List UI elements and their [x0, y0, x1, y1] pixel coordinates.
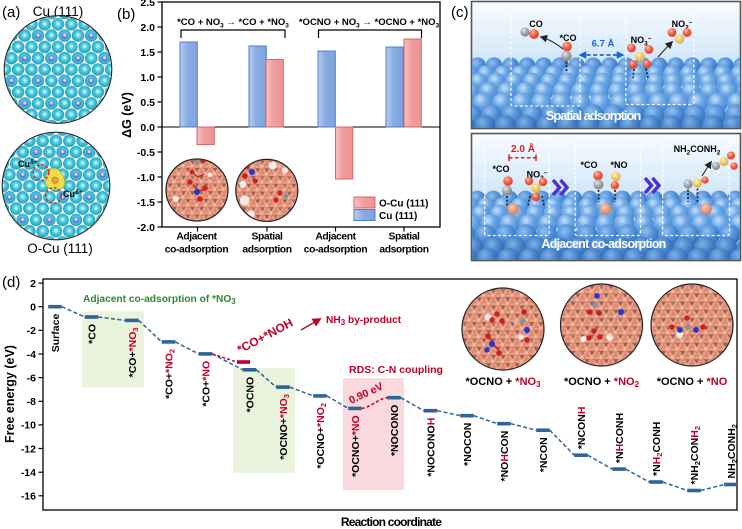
- svg-text:*NH2​CONH2​: *NH2​CONH2​: [689, 426, 702, 485]
- svg-text:*CO+*NOH: *CO+*NOH: [235, 316, 295, 357]
- svg-text:1.0: 1.0: [140, 72, 155, 84]
- svg-text:-6: -6: [27, 372, 36, 384]
- svg-text:*NOCON: *NOCON: [462, 423, 474, 466]
- svg-text:*CO+*NO3​: *CO+*NO3​: [127, 327, 140, 377]
- svg-text:1.5: 1.5: [140, 47, 155, 59]
- svg-text:*CO: *CO: [559, 33, 576, 43]
- svg-text:-12: -12: [21, 443, 36, 455]
- svg-text:O-Cu (111): O-Cu (111): [379, 199, 428, 210]
- svg-text:*NOCONO: *NOCONO: [389, 405, 401, 456]
- svg-text:-16: -16: [21, 491, 36, 503]
- svg-text:-8: -8: [27, 396, 36, 408]
- svg-text:Adjacent co-adsorption of *NO3: Adjacent co-adsorption of *NO3: [83, 294, 236, 306]
- svg-text:-14: -14: [21, 467, 36, 479]
- svg-text:Reaction coordinate: Reaction coordinate: [341, 515, 442, 529]
- svg-text:*OCNO+*NO: *OCNO+*NO: [350, 415, 362, 477]
- svg-text:*NCONH: *NCONH: [576, 407, 588, 450]
- svg-text:*OCNO+*NO3​: *OCNO+*NO3​: [278, 394, 291, 460]
- svg-text:RDS: C-N coupling: RDS: C-N coupling: [349, 364, 443, 376]
- svg-text:*NOCONOH: *NOCONOH: [426, 418, 438, 477]
- svg-text:adsorption: adsorption: [242, 245, 291, 256]
- svg-text:-10: -10: [21, 420, 36, 432]
- svg-text:2.0 Å: 2.0 Å: [511, 142, 535, 155]
- svg-text:(c): (c): [451, 4, 469, 21]
- svg-text:*CO + NO3​ → *CO + *NO3​: *CO + NO3​ → *CO + *NO3​: [177, 17, 289, 30]
- svg-text:*CO+*NO: *CO+*NO: [201, 361, 213, 407]
- svg-text:*OCNO + *NO: *OCNO + *NO: [657, 376, 728, 388]
- svg-text:*OCNO + *NO3: *OCNO + *NO3: [465, 376, 541, 389]
- svg-text:Free energy (eV): Free energy (eV): [3, 345, 17, 443]
- svg-text:*CO: *CO: [580, 160, 597, 170]
- svg-text:co-adsorption: co-adsorption: [304, 245, 368, 256]
- svg-text:2.0: 2.0: [140, 22, 155, 34]
- svg-text:*CO+*NO2​: *CO+*NO2​: [164, 349, 177, 399]
- svg-text:NH3 by-product: NH3 by-product: [326, 315, 402, 327]
- svg-text:*OCNO+*NO2​: *OCNO+*NO2​: [315, 403, 328, 469]
- svg-text:(a): (a): [2, 4, 20, 21]
- svg-text:NH2​CONH2​: NH2​CONH2​: [726, 424, 739, 478]
- svg-text:*CO: *CO: [87, 324, 99, 344]
- svg-text:Cu (111): Cu (111): [33, 4, 84, 19]
- svg-text:Adjacent: Adjacent: [315, 232, 356, 243]
- svg-text:Spatial: Spatial: [389, 232, 421, 243]
- svg-text:Spatial: Spatial: [252, 232, 284, 243]
- svg-text:Cuδ+: Cuδ+: [63, 189, 83, 199]
- svg-text:*OCNO: *OCNO: [245, 377, 257, 413]
- svg-text:2.5: 2.5: [140, 0, 155, 9]
- svg-text:0.0: 0.0: [140, 122, 155, 134]
- svg-text:(b): (b): [117, 6, 135, 23]
- svg-text:*NHCONH: *NHCONH: [614, 413, 626, 463]
- svg-text:ΔG (eV): ΔG (eV): [120, 92, 134, 138]
- svg-text:*NH2​CONH: *NH2​CONH: [651, 422, 664, 476]
- svg-text:-1.0: -1.0: [137, 172, 155, 184]
- svg-text:Cu (111): Cu (111): [379, 211, 417, 222]
- svg-text:-2.0: -2.0: [137, 222, 155, 234]
- svg-text:Surface: Surface: [50, 314, 62, 353]
- svg-text:NH2CONH2: NH2CONH2: [674, 144, 721, 157]
- svg-text:Adjacent: Adjacent: [176, 232, 217, 243]
- svg-text:*CO: *CO: [492, 164, 509, 174]
- svg-text:Spatial adsorption: Spatial adsorption: [546, 108, 642, 123]
- svg-text:co-adsorption: co-adsorption: [165, 245, 229, 256]
- svg-text:2: 2: [30, 278, 36, 290]
- svg-text:*NCON: *NCON: [538, 437, 550, 472]
- svg-text:6.7 Å: 6.7 Å: [592, 39, 615, 50]
- svg-text:0: 0: [30, 302, 36, 314]
- svg-text:-4: -4: [27, 349, 36, 361]
- svg-text:0.5: 0.5: [140, 97, 155, 109]
- svg-text:*NOHCON: *NOHCON: [499, 431, 511, 482]
- svg-text:-0.5: -0.5: [137, 147, 155, 159]
- svg-text:-1.5: -1.5: [137, 197, 155, 209]
- svg-text:CO: CO: [529, 19, 543, 29]
- svg-text:adsorption: adsorption: [379, 245, 428, 256]
- svg-text:Cuδ+: Cuδ+: [18, 159, 38, 169]
- svg-text:*NO: *NO: [610, 160, 627, 170]
- svg-text:(d): (d): [2, 274, 20, 291]
- svg-text:*OCNO + NO3​ → *OCNO + *NO3​: *OCNO + NO3​ → *OCNO + *NO3​: [299, 17, 440, 30]
- svg-text:Adjacent co-adsorption: Adjacent co-adsorption: [541, 237, 665, 251]
- svg-text:O-Cu (111): O-Cu (111): [27, 241, 93, 256]
- svg-text:-2: -2: [27, 325, 36, 337]
- svg-text:*OCNO + *NO2: *OCNO + *NO2: [564, 376, 640, 389]
